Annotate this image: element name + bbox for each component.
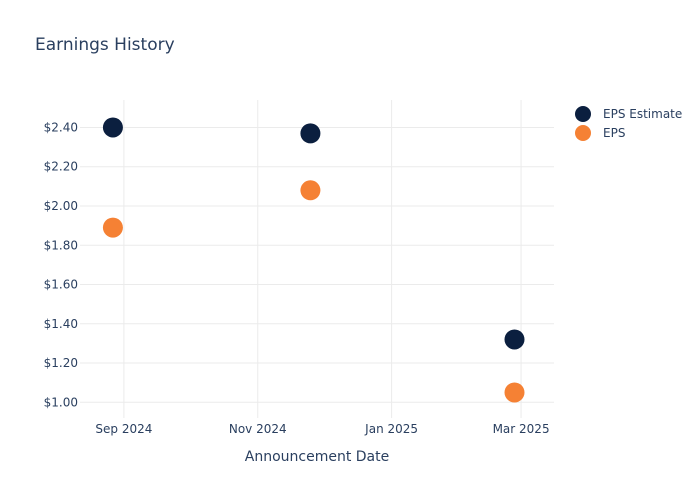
y-tick-label: $1.60 <box>44 278 78 292</box>
x-tick-label: Jan 2025 <box>364 422 418 436</box>
data-points <box>102 117 525 403</box>
y-tick-label: $1.40 <box>44 317 78 331</box>
x-axis-title: Announcement Date <box>245 449 389 465</box>
eps-estimate-point[interactable] <box>102 117 123 138</box>
y-tick-label: $2.00 <box>44 199 78 213</box>
eps-estimate-point[interactable] <box>300 123 321 144</box>
legend: EPS Estimate EPS <box>575 106 682 141</box>
x-tick-label: Sep 2024 <box>95 422 152 436</box>
grid-lines <box>80 100 554 418</box>
x-tick-label: Nov 2024 <box>229 422 287 436</box>
legend-marker <box>575 106 591 122</box>
legend-label[interactable]: EPS Estimate <box>603 107 682 121</box>
y-tick-label: $1.00 <box>44 395 78 409</box>
chart-title: Earnings History <box>35 35 175 55</box>
eps-point[interactable] <box>300 180 321 201</box>
x-axis-ticks: Sep 2024 Nov 2024 Jan 2025 Mar 2025 <box>95 422 549 436</box>
eps-point[interactable] <box>504 382 525 403</box>
y-tick-label: $2.40 <box>44 120 78 134</box>
y-axis-ticks: $1.00 $1.20 $1.40 $1.60 $1.80 $2.00 $2.20 $2.40 <box>44 120 78 409</box>
legend-marker <box>575 125 591 141</box>
y-tick-label: $2.20 <box>44 160 78 174</box>
eps-estimate-point[interactable] <box>504 329 525 350</box>
legend-label[interactable]: EPS <box>603 126 625 140</box>
eps-point[interactable] <box>102 217 123 238</box>
y-tick-label: $1.80 <box>44 238 78 252</box>
x-tick-label: Mar 2025 <box>493 422 550 436</box>
y-tick-label: $1.20 <box>44 356 78 370</box>
